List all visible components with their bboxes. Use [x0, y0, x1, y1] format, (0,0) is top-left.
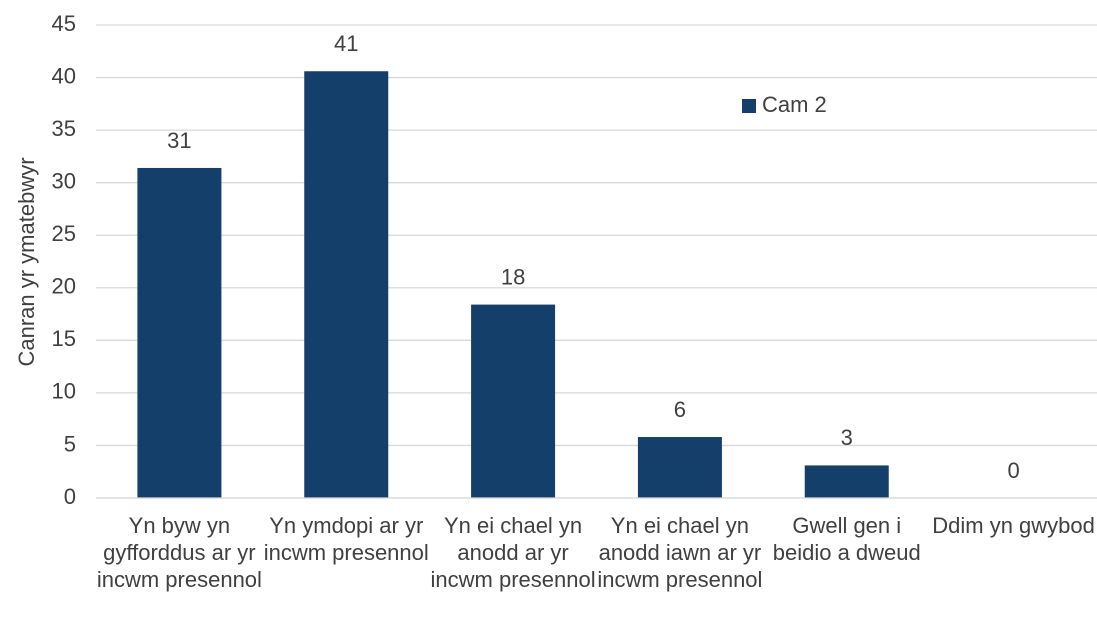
y-tick-label: 35 [52, 116, 76, 141]
bar [471, 304, 556, 498]
bar [304, 71, 389, 498]
bar [637, 437, 722, 498]
x-tick-label: Yn ymdopi ar yr incwm presennol [263, 513, 429, 565]
bar [137, 167, 222, 498]
data-label: 6 [674, 397, 686, 422]
y-axis-label: Canran yr ymatebwyr [14, 157, 39, 366]
legend-swatch [742, 99, 756, 113]
data-label: 3 [841, 425, 853, 450]
y-tick-label: 5 [64, 431, 76, 456]
y-tick-label: 0 [64, 484, 76, 509]
data-label: 0 [1007, 458, 1019, 483]
x-tick-label: Yn byw yn gyfforddus ar yr incwm presenn… [96, 513, 262, 592]
data-label: 41 [334, 31, 358, 56]
legend-label: Cam 2 [762, 92, 827, 117]
data-label: 18 [501, 264, 525, 289]
y-tick-label: 15 [52, 326, 76, 351]
y-tick-label: 45 [52, 11, 76, 36]
x-tick-label: Ddim yn gwybod [932, 513, 1095, 538]
y-tick-label: 30 [52, 168, 76, 193]
data-label: 31 [167, 128, 191, 153]
y-tick-label: 20 [52, 274, 76, 299]
y-tick-label: 40 [52, 63, 76, 88]
x-tick-label: Gwell gen i beidio a dweud [772, 513, 921, 565]
bar [804, 465, 889, 498]
y-tick-label: 25 [52, 221, 76, 246]
x-tick-label: Yn ei chael yn anodd iawn ar yr incwm pr… [597, 513, 763, 592]
y-tick-label: 10 [52, 379, 76, 404]
x-tick-label: Yn ei chael yn anodd ar yr incwm presenn… [430, 513, 596, 592]
